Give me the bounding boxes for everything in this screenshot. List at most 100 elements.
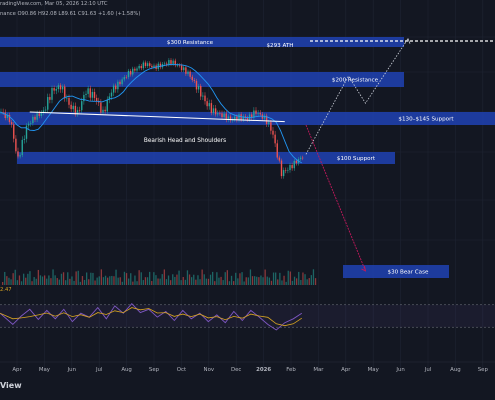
volume-bar (167, 275, 170, 285)
candle-body (66, 97, 68, 99)
x-tick-label: 2026 (256, 367, 271, 373)
x-tick-label: Oct (177, 367, 186, 373)
volume-bar (37, 269, 39, 285)
candle-body (197, 85, 200, 90)
candle-body (119, 81, 121, 85)
candle-body (191, 76, 193, 81)
candle-body (176, 65, 179, 66)
candle-body (212, 108, 215, 113)
chart-source-line: radingView.com, Mar 05, 2026 12:10 UTC (0, 1, 108, 7)
candle-body (129, 70, 132, 75)
candle-body (140, 65, 142, 69)
candle-body (144, 62, 147, 67)
volume-bar (300, 280, 302, 285)
candle-body (47, 97, 49, 110)
candle-body (117, 81, 119, 90)
volume-bar (304, 274, 306, 285)
volume-bar (142, 280, 144, 285)
candle-body (13, 124, 15, 139)
volume-bar (23, 273, 25, 285)
volume-bar (245, 277, 247, 285)
zone-label: $30 Bear Case (388, 270, 429, 276)
volume-bar (71, 276, 73, 285)
candle-body (91, 91, 94, 98)
candle-body (204, 95, 206, 102)
volume-bar (266, 276, 268, 285)
volume-bar (228, 281, 231, 285)
candle-body (95, 97, 98, 102)
volume-bar (239, 273, 241, 285)
tradingview-brand: View (0, 381, 22, 390)
candle-body (142, 62, 145, 69)
ohlc-readout: nance O90.86 H92.08 L89.61 C91.63 +1.60 … (0, 11, 141, 17)
x-tick-label: Mar (313, 367, 324, 373)
volume-bar (50, 278, 52, 285)
volume-bar (115, 269, 117, 285)
candle-body (172, 60, 174, 64)
volume-bar (119, 277, 121, 285)
volume-bar (149, 271, 151, 285)
candle-body (238, 114, 240, 121)
volume-bar (100, 269, 102, 285)
x-tick-label: Jul (95, 367, 103, 373)
candle-body (200, 85, 202, 97)
candle-body (36, 113, 38, 120)
volume-bar (92, 272, 94, 285)
candle-body (293, 160, 295, 169)
volume-bar (182, 276, 184, 285)
volume-bar (209, 274, 212, 285)
candle-body (183, 67, 185, 71)
volume-bar (212, 271, 214, 285)
moving-average-line (0, 64, 303, 164)
volume-bar (88, 279, 90, 285)
volume-bar (218, 277, 220, 285)
volume-bar (220, 276, 222, 285)
volume-bar (184, 279, 186, 285)
candle-body (38, 113, 40, 116)
volume-bar (226, 270, 228, 285)
volume-bar (2, 282, 4, 285)
candle-body (106, 99, 108, 112)
candle-body (42, 110, 45, 113)
volume-bar (197, 275, 199, 285)
volume-bar (207, 278, 210, 285)
candle-body (8, 114, 11, 123)
candle-body (253, 110, 255, 118)
candle-body (4, 112, 6, 119)
bear-arrow-head (361, 265, 367, 272)
candle-body (146, 63, 149, 67)
volume-bar (56, 278, 58, 285)
candle-body (278, 157, 281, 161)
volume-bar (306, 279, 308, 285)
volume-bar (125, 273, 128, 285)
candle-body (27, 123, 30, 126)
volume-bar (222, 280, 224, 285)
volume-bar (216, 272, 218, 285)
candle-body (195, 80, 198, 90)
volume-bar (247, 277, 249, 285)
volume-bar (98, 276, 100, 285)
candle-body (285, 170, 287, 171)
candle-body (208, 103, 210, 107)
volume-bar (96, 277, 98, 285)
candle-body (217, 113, 219, 115)
volume-bar (109, 276, 111, 285)
volume-bar (235, 272, 237, 285)
candle-body (76, 110, 79, 115)
candle-body (163, 63, 166, 65)
volume-bar (65, 280, 67, 285)
candle-body (40, 112, 43, 116)
candle-body (251, 114, 253, 118)
candle-body (134, 68, 136, 71)
volume-bar (75, 271, 77, 285)
candle-body (234, 116, 236, 120)
candle-body (159, 63, 162, 68)
zone-label: $100 Support (337, 156, 376, 162)
bull-projection-path (305, 38, 409, 155)
volume-bar (275, 272, 277, 285)
volume-bar (203, 274, 205, 285)
candle-body (110, 92, 113, 97)
volume-bar (262, 277, 264, 285)
volume-bar (165, 279, 168, 285)
